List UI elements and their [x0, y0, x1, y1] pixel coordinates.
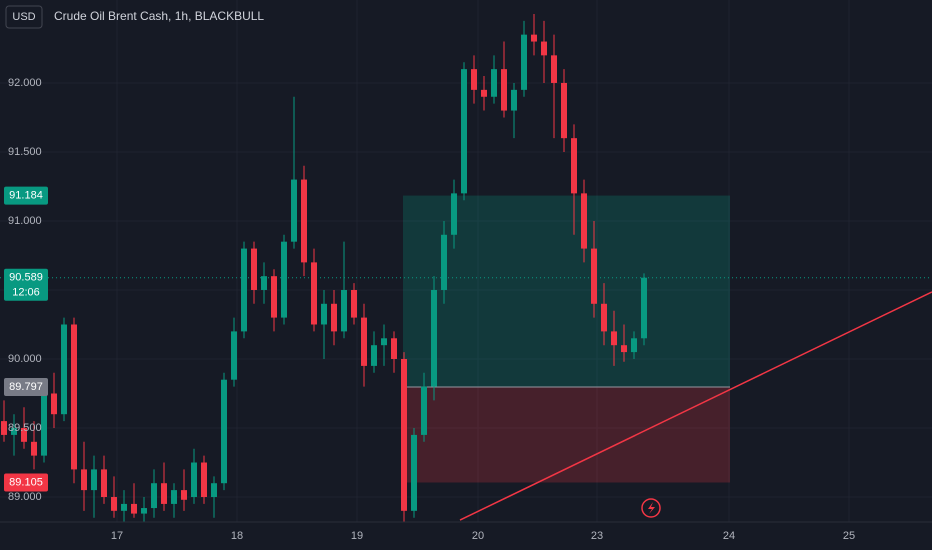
candle-body [11, 428, 17, 435]
candle-body [91, 469, 97, 491]
candle-body [611, 331, 617, 346]
candle-body [641, 277, 647, 339]
y-tick-label: 91.000 [8, 215, 42, 227]
candle-body [411, 434, 417, 511]
candle-body [431, 289, 437, 387]
candle-body [301, 179, 307, 263]
plot [0, 0, 932, 522]
candle-body [491, 69, 497, 97]
currency-button[interactable] [5, 5, 43, 29]
candle-body [131, 503, 137, 514]
y-tick-label: 90.000 [8, 353, 42, 365]
candle-body [441, 234, 447, 290]
candle-body [361, 317, 367, 366]
target-tag: 91.184 [9, 189, 43, 201]
candle-body [511, 89, 517, 111]
x-tick-label: 19 [351, 530, 363, 542]
target-tag-bg [4, 186, 48, 205]
candle-body [321, 303, 327, 325]
candle-body [101, 469, 107, 498]
entry-tag: 89.797 [9, 381, 43, 393]
candle-body [251, 248, 257, 290]
alert-icon[interactable] [641, 498, 661, 518]
candle-body [171, 490, 177, 504]
profit-zone [403, 195, 730, 388]
entry-tag-bg [4, 378, 48, 397]
y-tick-label: 89.500 [8, 422, 42, 434]
candle-body [631, 338, 637, 353]
x-tick-label: 25 [843, 530, 855, 542]
symbol-title: Crude Oil Brent Cash, 1h, BLACKBULL [54, 9, 264, 23]
candle-body [551, 55, 557, 83]
candle-body [21, 428, 27, 442]
candle-body [531, 34, 537, 42]
countdown: 12:06 [12, 287, 40, 299]
currency: USD [12, 11, 35, 23]
candle-body [471, 69, 477, 90]
trendline [459, 291, 932, 521]
candle-body [81, 469, 87, 491]
stop-tag: 89.105 [9, 476, 43, 488]
candle-body [291, 179, 297, 242]
x-tick-label: 23 [591, 530, 603, 542]
y-tick-label: 89.000 [8, 491, 42, 503]
candle-body [591, 248, 597, 304]
candle-body [341, 289, 347, 332]
candle-body [221, 379, 227, 484]
candle-body [331, 303, 337, 332]
candle-body [111, 497, 117, 511]
candle-body [571, 138, 577, 194]
candle-body [71, 324, 77, 470]
candle-body [381, 338, 387, 346]
candle-body [41, 393, 47, 456]
y-tick-label: 92.000 [8, 77, 42, 89]
candle-body [61, 324, 67, 415]
candle-body [281, 241, 287, 318]
candle-body [181, 490, 187, 500]
candle-body [241, 248, 247, 332]
candle-body [621, 345, 627, 353]
candle-body [231, 331, 237, 380]
candle-body [51, 393, 57, 415]
candle-body [521, 34, 527, 90]
candle-body [121, 503, 127, 511]
candle-body [541, 41, 547, 56]
candle-body [481, 89, 487, 97]
alert-bolt [648, 502, 655, 514]
candle-body [311, 262, 317, 325]
x-tick-label: 18 [231, 530, 243, 542]
candle-body [31, 441, 37, 456]
candle-body [1, 421, 7, 435]
last-price-tag-bg [4, 268, 48, 301]
candle-body [141, 508, 147, 514]
candle-body [201, 462, 207, 498]
candle-body [601, 303, 607, 332]
candle-body [151, 483, 157, 509]
candle-body [461, 69, 467, 194]
x-tick-label: 20 [472, 530, 484, 542]
candle-body [561, 82, 567, 139]
candle-body [261, 276, 267, 290]
candle-body [501, 69, 507, 111]
candle-body [351, 289, 357, 318]
y-tick-label: 91.500 [8, 146, 42, 158]
x-tick-label: 24 [723, 530, 735, 542]
candle-body [211, 483, 217, 498]
candle-body [161, 483, 167, 504]
loss-zone [403, 387, 730, 483]
stop-tag-bg [4, 473, 48, 492]
candle-body [391, 338, 397, 359]
candle-body [271, 276, 277, 318]
candle-body [401, 358, 407, 511]
candle-body [371, 345, 377, 366]
last-price-tag: 90.589 [9, 272, 43, 284]
candle-body [581, 193, 587, 249]
x-tick-label: 17 [111, 530, 123, 542]
candle-body [191, 462, 197, 498]
candle-body [451, 193, 457, 235]
candle-body [421, 386, 427, 435]
